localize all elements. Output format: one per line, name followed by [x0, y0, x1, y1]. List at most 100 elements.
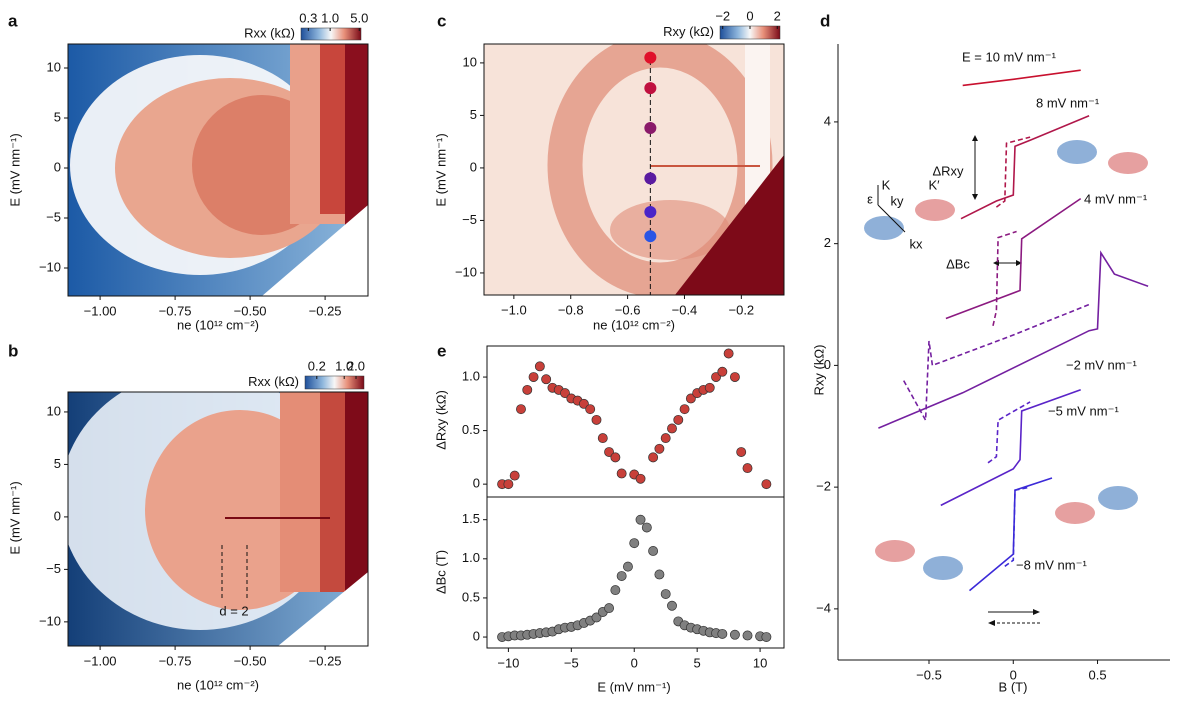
x-tick-label: −0.50 — [234, 653, 267, 668]
y-tick-label: 0 — [54, 159, 61, 174]
panel-letter: d — [820, 11, 830, 30]
x-axis-label: ne (10¹² cm⁻²) — [177, 677, 259, 692]
marker — [711, 372, 721, 383]
colorbar-label: Rxx (kΩ) — [248, 374, 299, 389]
marker — [629, 538, 640, 549]
marker — [717, 628, 728, 639]
colorbar — [300, 27, 362, 41]
marker — [644, 172, 657, 185]
heatmap-c — [484, 44, 784, 295]
marker — [528, 372, 539, 383]
annotation: d = 2 — [219, 603, 248, 618]
colorbar-tick-label: 1.0 — [321, 10, 339, 25]
marker — [644, 206, 657, 219]
marker — [616, 468, 627, 479]
colorbar-tick-label: 1.0 — [335, 358, 353, 373]
colorbar-tick-label: 2 — [774, 8, 781, 23]
plot-frame — [486, 496, 785, 649]
y-tick-label: 1.0 — [462, 550, 480, 565]
annotation: K — [882, 177, 891, 192]
y-tick-label: 0 — [470, 159, 477, 174]
x-tick-label: −5 — [564, 655, 579, 670]
y-tick-label: −5 — [46, 209, 61, 224]
marker — [685, 393, 696, 404]
x-tick-label: 0.5 — [1088, 667, 1106, 682]
y-axis-label: E (mV nm⁻¹) — [7, 481, 22, 554]
marker — [591, 612, 602, 623]
x-tick-label: −0.8 — [558, 302, 584, 317]
colorbar-label: Rxy (kΩ) — [663, 24, 714, 39]
y-tick-label: 1.5 — [462, 511, 480, 526]
panel-letter: c — [437, 11, 446, 30]
marker — [717, 366, 728, 377]
x-axis-label: ne (10¹² cm⁻²) — [177, 317, 259, 332]
schematics — [864, 135, 1148, 626]
y-tick-label: −10 — [39, 259, 61, 274]
plot-frame — [67, 43, 369, 297]
trace — [878, 250, 1149, 429]
trace — [992, 230, 1017, 326]
annotation: kx — [910, 236, 924, 251]
series-label: −8 mV nm⁻¹ — [1016, 557, 1087, 572]
y-tick-label: −5 — [46, 561, 61, 576]
marker — [644, 230, 657, 243]
x-axis-label: ne (10¹² cm⁻²) — [593, 317, 675, 332]
marker — [541, 374, 552, 385]
colorbar — [304, 375, 365, 390]
heatmap-b — [68, 392, 368, 646]
x-axis-label: E (mV nm⁻¹) — [597, 679, 670, 694]
marker — [503, 479, 514, 490]
marker — [667, 600, 677, 611]
y-axis-label: E (mV nm⁻¹) — [433, 133, 448, 206]
marker — [616, 571, 627, 581]
x-tick-label: −0.75 — [159, 653, 192, 668]
marker — [610, 585, 621, 596]
x-tick-label: −1.00 — [84, 303, 117, 318]
marker — [635, 473, 646, 484]
x-tick-label: −0.2 — [729, 302, 755, 317]
marker — [509, 470, 520, 481]
y-tick-label: 5 — [54, 456, 61, 471]
marker — [604, 447, 615, 457]
marker — [660, 589, 671, 599]
series-label: −5 mV nm⁻¹ — [1048, 403, 1119, 418]
marker — [654, 443, 665, 454]
trace — [940, 388, 1081, 507]
x-tick-label: 0 — [1010, 667, 1017, 682]
y-tick-label: −10 — [455, 264, 477, 279]
y-tick-label: 5 — [470, 107, 477, 122]
series-label: 8 mV nm⁻¹ — [1036, 95, 1100, 110]
y-tick-label: 10 — [463, 54, 477, 69]
series-label: −2 mV nm⁻¹ — [1066, 357, 1137, 372]
marker — [644, 82, 657, 95]
marker — [729, 372, 740, 383]
marker — [729, 629, 740, 640]
x-tick-label: −0.25 — [309, 303, 342, 318]
marker — [761, 479, 772, 490]
marker — [560, 388, 570, 399]
colorbar-tick-label: 0.2 — [308, 358, 326, 373]
marker — [604, 603, 615, 614]
marker — [591, 414, 602, 425]
x-tick-label: −0.50 — [234, 303, 267, 318]
annotation: ε — [867, 191, 873, 206]
y-tick-label: 5 — [54, 109, 61, 124]
heatmap-a — [68, 44, 368, 296]
trace — [995, 136, 1031, 208]
y-axis-label: ΔRxy (kΩ) — [433, 390, 448, 450]
marker — [667, 423, 677, 434]
y-tick-label: −2 — [816, 479, 831, 494]
y-tick-label: 0.5 — [462, 589, 480, 604]
x-tick-label: −0.75 — [159, 303, 192, 318]
x-tick-label: −1.00 — [84, 653, 117, 668]
y-tick-label: −4 — [816, 600, 831, 615]
plot-frame — [483, 43, 785, 296]
colorbar-tick-label: 0 — [746, 8, 753, 23]
trace — [945, 197, 1082, 320]
trace — [902, 303, 1090, 424]
colorbar-tick-label: 5.0 — [350, 10, 368, 25]
trace — [960, 115, 1090, 220]
y-axis-label: ΔBc (T) — [433, 550, 448, 594]
